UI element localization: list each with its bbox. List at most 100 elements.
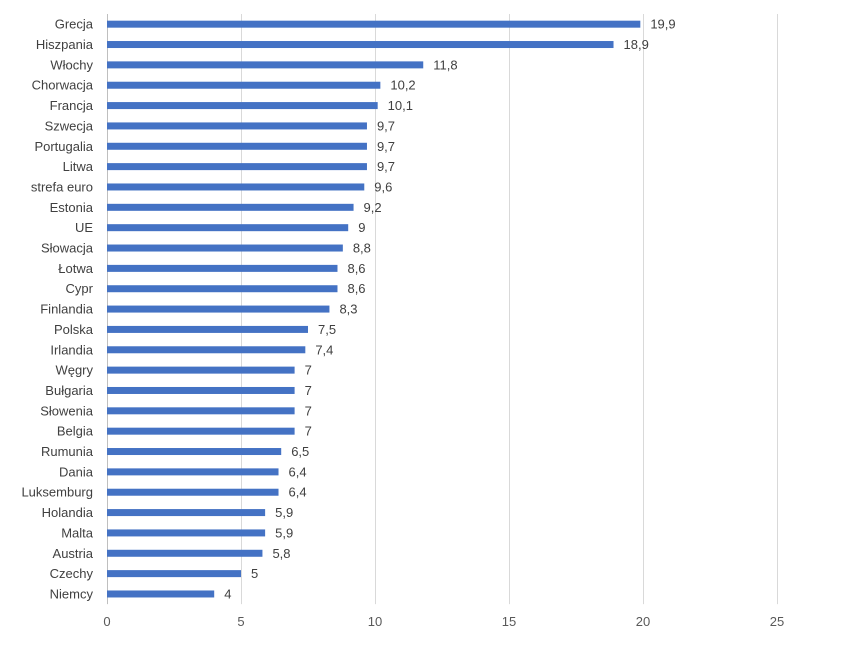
bar: [107, 325, 308, 333]
category-label: Estonia: [50, 200, 94, 215]
data-label: 9,2: [364, 200, 382, 215]
data-label: 6,4: [289, 464, 307, 479]
data-label: 9,6: [374, 179, 392, 194]
category-label: Niemcy: [50, 586, 94, 601]
data-label: 9: [358, 220, 365, 235]
category-label: Dania: [59, 464, 94, 479]
bar: [107, 203, 354, 211]
bar: [107, 570, 241, 578]
category-label: Francja: [50, 98, 94, 113]
category-label: Malta: [61, 525, 94, 540]
category-label: Litwa: [63, 159, 94, 174]
category-label: Chorwacja: [32, 78, 94, 93]
bar: [107, 264, 338, 272]
category-label: Włochy: [50, 57, 93, 72]
bar: [107, 61, 424, 69]
bar: [107, 427, 295, 435]
category-label: Austria: [53, 546, 94, 561]
bar: [107, 102, 378, 110]
data-label: 19,9: [650, 17, 675, 32]
data-label: 5: [251, 566, 258, 581]
bar: [107, 590, 215, 598]
bar: [107, 346, 306, 354]
bar: [107, 20, 641, 28]
data-label: 7: [305, 424, 312, 439]
data-label: 7: [305, 383, 312, 398]
category-label: Słowenia: [40, 403, 94, 418]
category-label: strefa euro: [31, 179, 93, 194]
category-label: Słowacja: [41, 241, 94, 256]
category-label: Luksemburg: [21, 485, 93, 500]
bar: [107, 81, 381, 89]
category-label: Łotwa: [58, 261, 93, 276]
data-label: 5,8: [272, 546, 290, 561]
data-label: 6,4: [289, 485, 307, 500]
data-label: 11,8: [433, 57, 457, 72]
bar: [107, 468, 279, 476]
bar: [107, 386, 295, 394]
bar: [107, 122, 367, 130]
category-label: Finlandia: [40, 302, 94, 317]
bar: [107, 448, 282, 456]
bar: [107, 305, 330, 313]
category-label: Polska: [54, 322, 94, 337]
data-label: 4: [224, 586, 231, 601]
x-tick-label: 0: [103, 614, 110, 629]
category-label: Portugalia: [34, 139, 93, 154]
bar: [107, 224, 349, 232]
x-tick-label: 5: [237, 614, 244, 629]
category-label: Hiszpania: [36, 37, 94, 52]
data-label: 7,4: [315, 342, 333, 357]
data-label: 10,1: [388, 98, 413, 113]
data-label: 8,6: [347, 261, 365, 276]
bar: [107, 163, 367, 171]
category-label: Belgia: [57, 424, 94, 439]
data-label: 9,7: [377, 159, 395, 174]
x-tick-label: 20: [636, 614, 650, 629]
x-tick-label: 10: [368, 614, 382, 629]
category-label: Węgry: [55, 363, 93, 378]
bar: [107, 509, 266, 517]
data-label: 5,9: [275, 505, 293, 520]
bar: [107, 549, 263, 557]
bar: [107, 41, 614, 49]
grid-lines: [107, 14, 778, 605]
data-label: 7,5: [318, 322, 336, 337]
bar: [107, 244, 343, 252]
data-label: 8,6: [347, 281, 365, 296]
category-label: Bułgaria: [45, 383, 93, 398]
data-label: 7: [305, 363, 312, 378]
x-tick-label: 25: [770, 614, 784, 629]
category-label: Irlandia: [50, 342, 93, 357]
category-labels: Grecja Hiszpania Włochy Chorwacja Francja Szw…: [21, 17, 93, 602]
bar: [107, 488, 279, 496]
category-label: Holandia: [42, 505, 94, 520]
bar: [107, 285, 338, 293]
category-label: Rumunia: [41, 444, 94, 459]
bar: [107, 183, 365, 191]
bars: [107, 20, 641, 598]
category-label: Szwecja: [45, 118, 94, 133]
bar: [107, 529, 266, 537]
x-axis-tick-labels: 0 5 10 15 20 25: [103, 614, 784, 629]
data-label: 8,8: [353, 241, 371, 256]
value-labels: 19,918,9 11,8 10,2 10,1 9,7 9,7 9,7 9,6 9,2 9 8,8 8…: [224, 17, 675, 602]
category-label: UE: [75, 220, 93, 235]
data-label: 9,7: [377, 118, 395, 133]
data-label: 10,2: [390, 78, 415, 93]
category-label: Cypr: [66, 281, 94, 296]
data-label: 9,7: [377, 139, 395, 154]
data-label: 8,3: [339, 302, 357, 317]
data-label: 7: [305, 403, 312, 418]
bar: [107, 407, 295, 415]
category-label: Grecja: [55, 17, 94, 32]
data-label: 5,9: [275, 525, 293, 540]
bar: [107, 142, 367, 150]
x-tick-label: 15: [502, 614, 516, 629]
data-label: 6,5: [291, 444, 309, 459]
bar: [107, 366, 295, 374]
data-label: 18,9: [624, 37, 649, 52]
category-label: Czechy: [50, 566, 94, 581]
